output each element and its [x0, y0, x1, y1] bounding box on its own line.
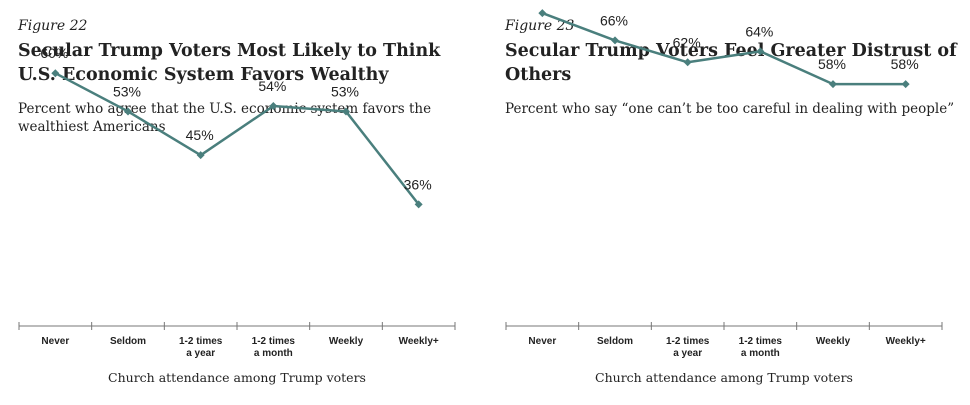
data-point — [683, 58, 692, 67]
data-label: 66% — [600, 12, 628, 28]
data-point — [829, 80, 837, 89]
data-label: 45% — [186, 127, 214, 143]
data-label: 53% — [331, 83, 359, 99]
x-tick-label: Never — [528, 336, 556, 347]
series-line — [54, 72, 420, 206]
data-point — [901, 80, 910, 89]
data-point — [269, 101, 278, 110]
data-label: 71% — [527, 0, 555, 1]
data-label: 60% — [40, 45, 68, 61]
x-tick-label: Weekly — [329, 336, 364, 347]
data-point — [342, 107, 350, 116]
x-axis-title: Church attendance among Trump voters — [108, 370, 366, 385]
data-point — [756, 47, 765, 56]
x-tick-label: Never — [41, 336, 69, 347]
data-label: 64% — [745, 23, 773, 39]
x-tick-label: Weekly+ — [399, 336, 439, 347]
x-tick-label: 1-2 times a year — [666, 336, 710, 359]
data-point — [611, 36, 619, 45]
chart-subtitle: Percent who say “one can’t be too carefu… — [505, 101, 955, 117]
data-point — [414, 200, 423, 209]
chart-title: Secular Trump Voters Most Likely to Thin… — [18, 41, 441, 85]
chart-subtitle: Percent who agree that the U.S. economic… — [18, 101, 432, 135]
data-label: 62% — [673, 34, 701, 50]
data-label: 54% — [258, 78, 286, 94]
data-label: 58% — [891, 56, 919, 72]
x-tick-label: Weekly+ — [886, 336, 926, 347]
figure-22-panel: Figure 22 Secular Trump Voters Most Like… — [18, 0, 488, 405]
x-tick-label: 1-2 times a month — [739, 336, 783, 359]
figure-label: Figure 23 — [505, 18, 575, 34]
data-label: 58% — [818, 56, 846, 72]
x-tick-label: Weekly — [816, 336, 851, 347]
x-axis-title: Church attendance among Trump voters — [595, 370, 853, 385]
x-tick-label: Seldom — [110, 336, 146, 347]
data-point — [538, 9, 547, 18]
figure-label: Figure 22 — [18, 18, 88, 34]
data-point — [196, 151, 205, 160]
x-tick-label: 1-2 times a year — [179, 336, 223, 359]
x-tick-label: 1-2 times a month — [252, 336, 296, 359]
data-point — [124, 107, 132, 116]
line-chart: 71% 66% 62% 64% 58% 58% Never Seldom 1-2 timesa … — [505, 0, 943, 385]
data-point — [51, 69, 60, 78]
figure-23-panel: Figure 23 Secular Trump Voters Feel Grea… — [505, 0, 970, 405]
line-chart: 60% 53% 45% 54% 53% 36% Never Seldom 1-2 times a … — [18, 45, 456, 385]
data-label: 53% — [113, 83, 141, 99]
x-tick-label: Seldom — [597, 336, 633, 347]
chart-title: Secular Trump Voters Feel Greater Distru… — [505, 41, 957, 85]
series-line — [541, 11, 906, 86]
data-label: 36% — [404, 176, 432, 192]
